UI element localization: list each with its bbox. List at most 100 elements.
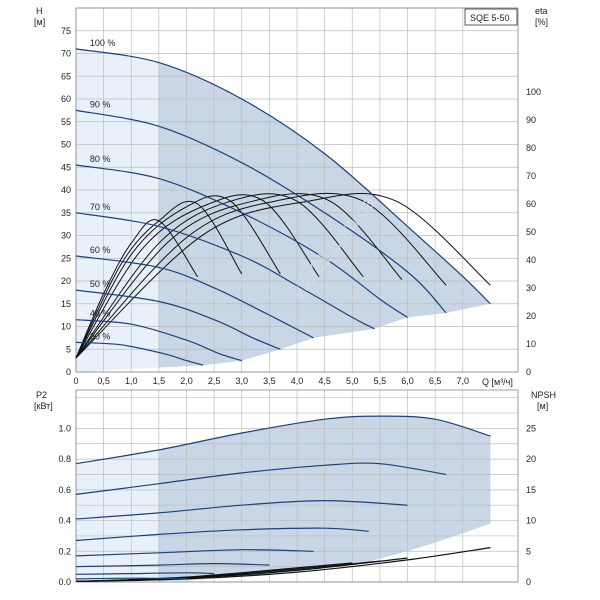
x-tick-label: 3,0 (235, 376, 248, 386)
npsh-tick-label: 25 (526, 423, 536, 433)
npsh-axis-label: NPSH (531, 390, 556, 400)
head-grid (75, 7, 519, 373)
power-curve (75, 572, 215, 575)
npsh-curves (75, 547, 491, 582)
y-tick-label-left: 50 (61, 140, 71, 150)
y-tick-label-left: 35 (61, 208, 71, 218)
x-tick-label: 0 (73, 376, 78, 386)
x-tick-label: 1,5 (153, 376, 166, 386)
p2-tick-label: 0.2 (58, 546, 71, 556)
efficiency-curve (75, 193, 364, 359)
head-curve (75, 319, 242, 362)
p2-tick-label: 0.6 (58, 485, 71, 495)
y-tick-label-right: 0 (526, 367, 531, 377)
head-tick-labels: 0 0,5 1,0 1,5 2,0 2,5 3,0 3,5 4,0 4,5 5,0 5,5 6,0 6,5… (61, 26, 541, 386)
efficiency-curve (75, 193, 403, 359)
efficiency-curve (75, 192, 447, 359)
y-tick-label-left: 40 (61, 185, 71, 195)
y-tick-label-left: 15 (61, 299, 71, 309)
speed-label: 60 % (90, 245, 111, 255)
head-curve (75, 341, 204, 366)
y-tick-label-left: 0 (66, 367, 71, 377)
power-grid (75, 389, 519, 583)
power-curve (75, 415, 491, 465)
plot-frame (75, 389, 519, 583)
head-curve (75, 164, 408, 318)
npsh-tick-label: 15 (526, 485, 536, 495)
speed-label: 100 % (90, 38, 116, 48)
speed-label: 40 % (90, 309, 111, 319)
y-tick-label-left: 10 (61, 322, 71, 332)
head-curve (75, 48, 491, 305)
x-tick-label: 2,5 (208, 376, 221, 386)
y-tick-label-left: 55 (61, 117, 71, 127)
efficiency-curve (75, 200, 243, 359)
plot-frame (75, 7, 519, 373)
y-axis-left-label: H (36, 6, 43, 16)
x-tick-label: 1,0 (125, 376, 138, 386)
speed-label: 90 % (90, 99, 111, 109)
npsh-tick-label: 0 (526, 577, 531, 587)
light-band (76, 48, 159, 372)
npsh-curve (75, 562, 353, 582)
power-npsh-panel: P2 [кВт] NPSH [м] 0.0 0.2 0.4 0.6 0.8 1.0 0 5 10… (34, 389, 556, 587)
x-tick-label: 7,0 (456, 376, 469, 386)
p2-tick-label: 0.4 (58, 516, 71, 526)
head-curves (75, 48, 491, 366)
p2-tick-label: 0.8 (58, 454, 71, 464)
y-tick-label-left: 65 (61, 71, 71, 81)
y-axis-left-unit: [м] (34, 17, 45, 27)
npsh-tick-label: 20 (526, 454, 536, 464)
power-curve (75, 499, 408, 520)
y-tick-label-right: 90 (526, 115, 536, 125)
x-tick-label: 5,0 (346, 376, 359, 386)
y-tick-label-left: 5 (66, 344, 71, 354)
y-tick-label-right: 80 (526, 143, 536, 153)
y-tick-label-left: 75 (61, 26, 71, 36)
power-curve (75, 577, 187, 580)
x-tick-label: 6,0 (401, 376, 414, 386)
head-curve (75, 289, 281, 350)
efficiency-curve (75, 194, 320, 359)
y-tick-label-right: 40 (526, 255, 536, 265)
p2-axis-label: P2 (36, 390, 47, 400)
x-tick-label: 6,5 (429, 376, 442, 386)
head-curve (75, 109, 447, 314)
speed-label: 80 % (90, 154, 111, 164)
npsh-tick-label: 10 (526, 516, 536, 526)
power-curve (75, 527, 369, 542)
npsh-tick-label: 5 (526, 546, 531, 556)
head-curve (75, 255, 314, 339)
power-curves (75, 415, 491, 580)
speed-label: 70 % (90, 202, 111, 212)
head-efficiency-panel: H [м] eta [%] SQE 5-50 Q [м³/ч] 0 0,5 1,0 1… (34, 6, 548, 387)
y-tick-label-right: 10 (526, 339, 536, 349)
efficiency-curve (75, 193, 491, 359)
efficiency-curve (75, 219, 199, 359)
p2-tick-label: 0.0 (58, 577, 71, 587)
power-curve (75, 462, 447, 495)
dark-band (158, 416, 491, 582)
y-tick-label-left: 25 (61, 253, 71, 263)
x-tick-label: 0,5 (97, 376, 110, 386)
model-label-box (464, 8, 518, 26)
x-tick-label: 2,0 (180, 376, 193, 386)
y-tick-label-right: 50 (526, 227, 536, 237)
npsh-axis-unit: [м] (537, 401, 548, 411)
power-tick-labels: 0.0 0.2 0.4 0.6 0.8 1.0 0 5 10 15 20 25 (58, 423, 536, 587)
x-tick-label: 5,5 (374, 376, 387, 386)
p2-axis-unit: [кВт] (34, 401, 53, 411)
speed-labels: 100 % 90 % 80 % 70 % 60 % 50 % 40 % 30 % (90, 38, 116, 341)
efficiency-curves (75, 192, 491, 359)
y-tick-label-right: 100 (526, 87, 541, 97)
model-label: SQE 5-50 (470, 13, 510, 23)
y-tick-label-right: 70 (526, 171, 536, 181)
p2-tick-label: 1.0 (58, 423, 71, 433)
y-axis-right-label: eta (535, 6, 548, 16)
head-curve (75, 212, 375, 330)
x-axis-label: Q [м³/ч] (482, 377, 513, 387)
y-tick-label-right: 20 (526, 311, 536, 321)
x-tick-label: 3,5 (263, 376, 276, 386)
y-tick-label-left: 70 (61, 49, 71, 59)
